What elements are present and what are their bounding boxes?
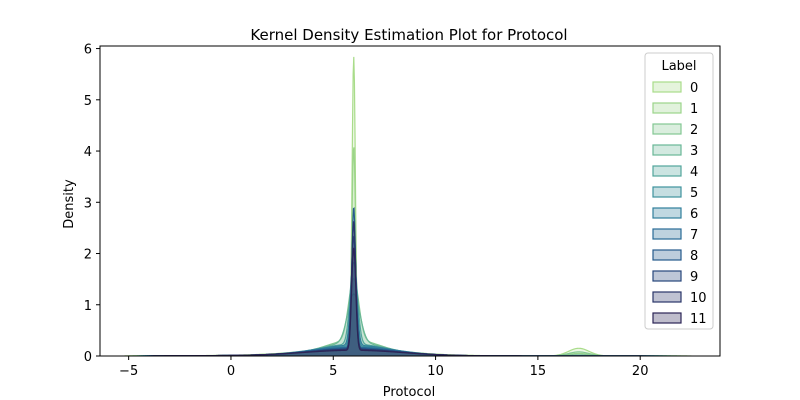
chart-title: Kernel Density Estimation Plot for Proto… bbox=[250, 26, 567, 44]
legend-swatch-5 bbox=[652, 186, 682, 198]
legend-swatch-9 bbox=[652, 270, 682, 282]
legend-label-7: 7 bbox=[690, 228, 698, 243]
y-axis-label: Density bbox=[62, 179, 77, 229]
y-tick-label: 6 bbox=[84, 43, 92, 58]
legend-label-4: 4 bbox=[690, 165, 698, 180]
legend-swatch-2 bbox=[652, 123, 682, 135]
kde-area-series-7 bbox=[145, 224, 659, 356]
kde-line-series-6 bbox=[142, 250, 663, 356]
legend-label-0: 0 bbox=[690, 81, 698, 96]
legend-swatch-4 bbox=[652, 165, 682, 177]
legend-label-6: 6 bbox=[690, 207, 698, 222]
kde-area-series-6 bbox=[142, 252, 663, 356]
y-tick-label: 0 bbox=[84, 350, 92, 365]
legend-label-3: 3 bbox=[690, 144, 698, 159]
x-axis-label: Protocol bbox=[383, 385, 435, 400]
plot-frame bbox=[99, 45, 721, 357]
kde-area-series-1 bbox=[128, 147, 688, 356]
legend-label-9: 9 bbox=[690, 270, 698, 285]
legend-swatch-6 bbox=[652, 207, 682, 219]
legend-swatch-1 bbox=[652, 102, 682, 114]
y-tick-label: 2 bbox=[84, 248, 92, 263]
legend-swatch-10 bbox=[652, 291, 682, 303]
legend: Label 0 1 2 3 4 5 6 7 8 9 10 11 bbox=[644, 52, 714, 330]
legend-title: Label bbox=[661, 59, 696, 74]
kde-line-series-2 bbox=[132, 277, 682, 356]
legend-swatch-11 bbox=[652, 312, 682, 324]
x-tick-label: 10 bbox=[427, 364, 444, 379]
y-tick-label: 3 bbox=[84, 196, 92, 211]
legend-label-11: 11 bbox=[690, 312, 707, 327]
y-tick-label: 5 bbox=[84, 94, 92, 109]
kde-line-series-1 bbox=[128, 147, 688, 356]
kde-area-series-3 bbox=[136, 293, 678, 356]
x-tick-label: 5 bbox=[329, 364, 337, 379]
legend-label-2: 2 bbox=[690, 123, 698, 138]
plot-area bbox=[124, 56, 692, 356]
kde-area-series-2 bbox=[132, 278, 682, 356]
legend-label-1: 1 bbox=[690, 102, 698, 117]
kde-line-series-7 bbox=[145, 224, 659, 356]
y-tick-label: 1 bbox=[84, 299, 92, 314]
legend-label-5: 5 bbox=[690, 186, 698, 201]
kde-line-series-4 bbox=[138, 261, 671, 356]
kde-line-series-11 bbox=[153, 247, 643, 356]
kde-line-series-0 bbox=[124, 56, 692, 356]
legend-label-8: 8 bbox=[690, 249, 698, 264]
kde-area-series-0 bbox=[124, 56, 692, 356]
x-tick-label: 20 bbox=[632, 364, 649, 379]
x-tick-label: 15 bbox=[530, 364, 547, 379]
kde-area-series-5 bbox=[140, 238, 667, 356]
kde-line-series-8 bbox=[147, 207, 655, 356]
kde-area-series-9 bbox=[149, 236, 651, 356]
kde-line-series-5 bbox=[140, 238, 667, 356]
kde-line-series-9 bbox=[149, 234, 651, 356]
legend-swatch-7 bbox=[652, 228, 682, 240]
kde-area-series-4 bbox=[138, 262, 671, 356]
kde-area-series-11 bbox=[153, 247, 643, 356]
kde-line-series-10 bbox=[151, 221, 647, 356]
y-tick-label: 4 bbox=[84, 145, 92, 160]
kde-area-series-10 bbox=[151, 221, 647, 356]
legend-label-10: 10 bbox=[690, 291, 707, 306]
kde-line-series-3 bbox=[136, 293, 678, 356]
x-tick-label: −5 bbox=[119, 364, 138, 379]
legend-swatch-0 bbox=[652, 81, 682, 93]
legend-swatch-8 bbox=[652, 249, 682, 261]
kde-area-series-8 bbox=[147, 208, 655, 356]
legend-swatch-3 bbox=[652, 144, 682, 156]
x-tick-label: 0 bbox=[227, 364, 235, 379]
